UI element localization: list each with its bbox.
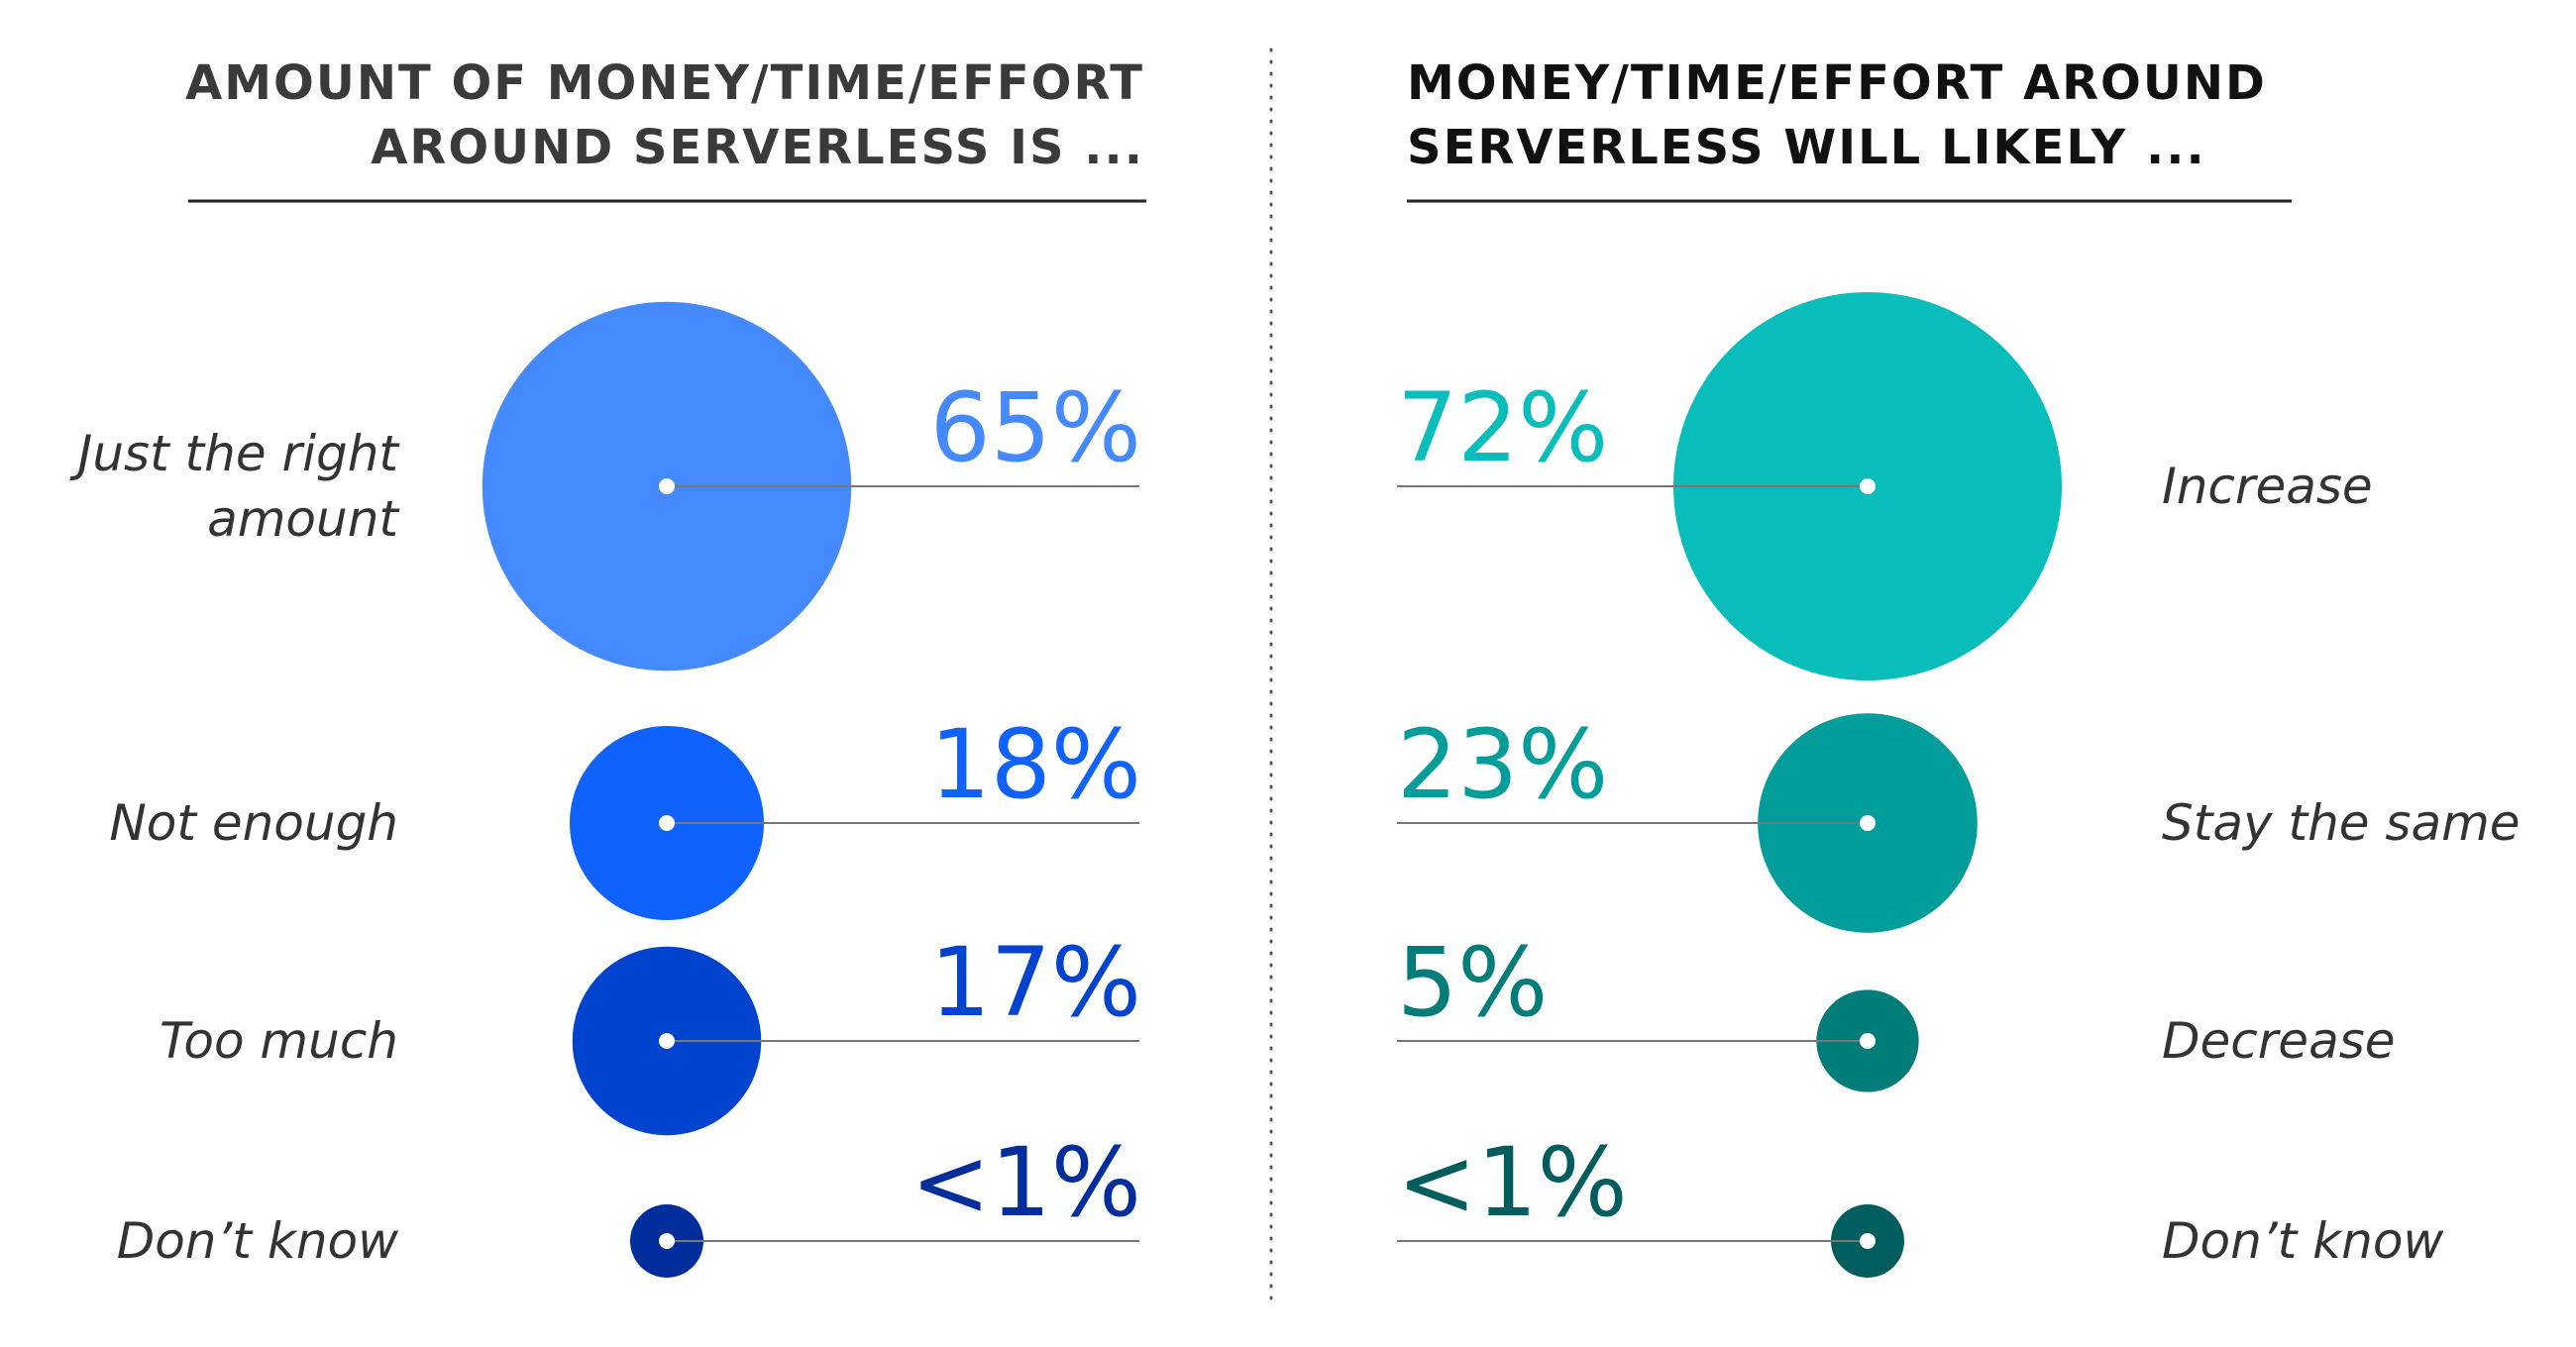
bubble-row: <1% Don’t know xyxy=(1397,1127,2443,1278)
value-label: 23% xyxy=(1397,709,1608,820)
category-label-line: Too much xyxy=(160,1012,398,1070)
panel-title-line: MONEY/TIME/EFFORT AROUND xyxy=(1407,55,2267,111)
panel-title-line: AMOUNT OF MONEY/TIME/EFFORT xyxy=(185,55,1144,111)
value-label: 72% xyxy=(1397,372,1608,483)
bubble-row: 72% Increase xyxy=(1397,291,2373,681)
panel-title: MONEY/TIME/EFFORT AROUND SERVERLESS WILL … xyxy=(1407,55,2267,175)
value-label: <1% xyxy=(911,1127,1141,1238)
bubble-center-dot xyxy=(659,478,675,494)
category-label-line: Just the right xyxy=(69,425,401,482)
bubble-row: <1% Don’t know xyxy=(117,1127,1141,1278)
bubble-row: 17% Too much xyxy=(160,927,1141,1136)
panel-title-line: SERVERLESS WILL LIKELY ... xyxy=(1407,120,2206,175)
category-label: Stay the same xyxy=(2162,794,2521,852)
value-label: 65% xyxy=(930,372,1141,483)
category-label-line: Don’t know xyxy=(2162,1212,2443,1270)
bubble-center-dot xyxy=(1860,815,1876,831)
value-label: 17% xyxy=(930,927,1141,1038)
category-label: Not enough xyxy=(109,794,398,852)
category-label-line: Not enough xyxy=(109,794,398,852)
value-label: 5% xyxy=(1397,927,1548,1038)
category-label: Don’t know xyxy=(2162,1212,2443,1270)
category-label: Don’t know xyxy=(117,1212,398,1270)
bubble-center-dot xyxy=(659,1233,675,1249)
panel-left: AMOUNT OF MONEY/TIME/EFFORT AROUND SERVER… xyxy=(69,55,1146,1278)
bubble-row: 18% Not enough xyxy=(109,709,1141,921)
bubble-center-dot xyxy=(659,815,675,831)
panel-title-line: AROUND SERVERLESS IS ... xyxy=(371,120,1144,175)
bubble-center-dot xyxy=(1860,1033,1876,1049)
bubble-row: 23% Stay the same xyxy=(1397,709,2521,933)
value-label: 18% xyxy=(930,709,1141,820)
category-label: Increase xyxy=(2162,458,2373,515)
category-label-line: Don’t know xyxy=(117,1212,398,1270)
category-label-line: Decrease xyxy=(2162,1012,2396,1070)
category-label: Just the right amount xyxy=(69,425,401,548)
bubble-center-dot xyxy=(659,1033,675,1049)
bubble-row: 5% Decrease xyxy=(1397,927,2396,1092)
value-label: <1% xyxy=(1397,1127,1628,1238)
category-label: Too much xyxy=(160,1012,398,1070)
panel-right: MONEY/TIME/EFFORT AROUND SERVERLESS WILL … xyxy=(1397,55,2521,1278)
category-label-line: Increase xyxy=(2162,458,2373,515)
panel-title: AMOUNT OF MONEY/TIME/EFFORT AROUND SERVER… xyxy=(185,55,1144,175)
category-label-line: Stay the same xyxy=(2162,794,2521,852)
bubble-row: 65% Just the right amount xyxy=(69,301,1141,672)
category-label-line: amount xyxy=(207,490,400,548)
bubble-center-dot xyxy=(1860,478,1876,494)
bubble-center-dot xyxy=(1860,1233,1876,1249)
category-label: Decrease xyxy=(2162,1012,2396,1070)
